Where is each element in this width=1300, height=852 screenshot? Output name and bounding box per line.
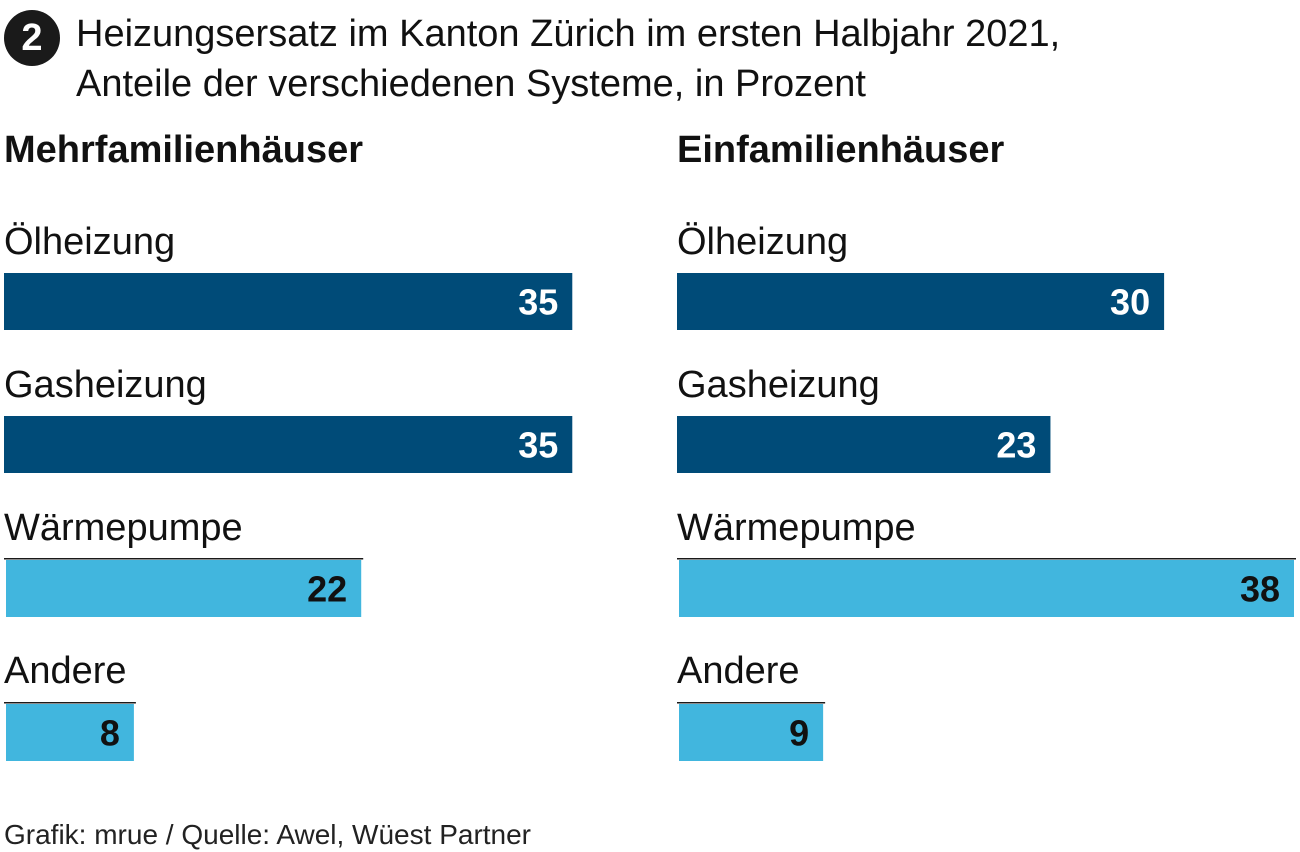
bar-top-rule [677,558,1296,560]
bar [677,273,1165,330]
bar [679,704,824,761]
bar-value-label: 35 [518,425,558,466]
bar [6,704,134,761]
bar-value-label: 35 [518,282,558,323]
bar-value-label: 30 [1110,282,1150,323]
category-label: Ölheizung [4,221,175,263]
chart-panel-1: Mehrfamilienhäuser Ölheizung 35 Gasheizung 3… [4,129,573,761]
category-label: Gasheizung [677,364,880,406]
category-label: Gasheizung [4,364,207,406]
chart-panel-2: Einfamilienhäuser Ölheizung 30 Gasheizung 23… [677,129,1296,761]
bar [4,416,573,473]
chart-title-line-1: Heizungsersatz im Kanton Zürich im erste… [76,13,1061,55]
category-label: Wärmepumpe [677,507,916,549]
category-label: Ölheizung [677,221,848,263]
bar-value-label: 8 [100,713,120,754]
category-label: Wärmepumpe [4,507,243,549]
bar-value-label: 38 [1240,569,1280,610]
bar-top-rule [4,558,364,560]
bar-top-rule [677,702,826,704]
bar [4,273,573,330]
panel-title: Mehrfamilienhäuser [4,129,363,171]
bar [679,560,1294,617]
bar-top-rule [4,702,136,704]
figure-number-badge: 2 [4,10,60,66]
category-label: Andere [4,650,127,692]
source-note: Grafik: mrue / Quelle: Awel, Wüest Partn… [4,819,532,850]
bar [6,560,362,617]
bar-value-label: 23 [996,425,1036,466]
panel-title: Einfamilienhäuser [677,129,1005,171]
category-label: Andere [677,650,800,692]
bar [677,416,1051,473]
chart-title-line-2: Anteile der verschiedenen Systeme, in Pr… [76,63,866,105]
chart-header: 2 Heizungsersatz im Kanton Zürich im ers… [4,6,1294,106]
bar-value-label: 9 [789,713,809,754]
bar-value-label: 22 [307,569,347,610]
